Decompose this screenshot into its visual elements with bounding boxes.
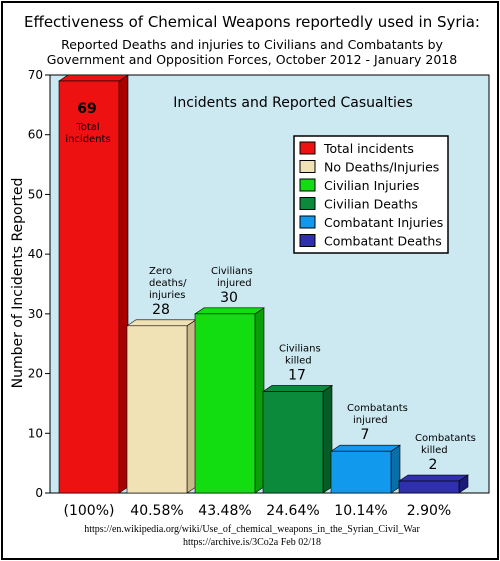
source-url-2: https://archive.is/3Co2a Feb 02/18: [182, 537, 322, 548]
y-tick-label: 30: [28, 307, 43, 321]
legend-swatch: [299, 234, 316, 247]
bar-2: [126, 319, 197, 494]
x-percent-label: 2.90%: [407, 503, 451, 519]
data-label: 2: [429, 457, 438, 473]
y-tick-label: 40: [28, 247, 43, 261]
legend-swatch: [299, 160, 316, 173]
bar-top-face: [330, 444, 401, 452]
bar-annotation: incidents: [65, 134, 110, 145]
y-tick-label: 10: [28, 426, 43, 440]
legend-label: Combatant Injuries: [324, 215, 443, 230]
y-tick-label: 70: [28, 68, 43, 82]
bar-annotation: Total: [75, 122, 99, 133]
x-percent-label: 10.14%: [334, 503, 387, 519]
bar-annotation: injured: [353, 415, 388, 426]
bar-annotation: Combatants: [347, 403, 408, 414]
bar-annotation: Civilians: [279, 343, 321, 354]
legend-label: Civilian Deaths: [324, 197, 418, 212]
bar-front-face: [398, 480, 460, 494]
bar-annotation: injuries: [149, 290, 185, 301]
chart-subtitle-line2: Government and Opposition Forces, Octobe…: [46, 52, 458, 67]
x-percent-label: 24.64%: [266, 503, 319, 519]
y-tick-label: 50: [28, 187, 43, 201]
x-percent-label: 40.58%: [130, 503, 183, 519]
legend-label: Civilian Injuries: [324, 178, 419, 193]
bar-5: [330, 444, 401, 494]
bar-side-face: [118, 74, 129, 494]
x-percent-label: (100%): [64, 503, 115, 519]
bar-annotation: killed: [285, 355, 312, 366]
bar-1: [58, 74, 129, 494]
legend-box: [293, 135, 449, 254]
data-label: 7: [361, 427, 370, 443]
y-tick-label: 60: [28, 128, 43, 142]
bar-annotation: Civilians: [211, 266, 253, 277]
legend-swatch: [299, 141, 316, 155]
legend-swatch: [299, 178, 316, 192]
bar-annotation: injured: [217, 278, 252, 289]
bar-side-face: [186, 319, 197, 494]
y-tick-label: 0: [35, 486, 43, 500]
bar-front-face: [262, 391, 324, 494]
bar-top-face: [194, 307, 265, 315]
source-url-1: https://en.wikipedia.org/wiki/Use_of_che…: [84, 524, 420, 535]
legend-label: Combatant Deaths: [324, 234, 442, 249]
bar-4: [262, 384, 333, 494]
bar-side-face: [322, 384, 333, 494]
y-axis-label: Number of Incidents Reported: [10, 178, 26, 389]
data-label: 17: [288, 367, 306, 383]
bar-front-face: [126, 325, 188, 494]
bar-front-face: [58, 80, 120, 494]
bar-side-face: [254, 307, 265, 494]
legend-label: Total incidents: [323, 141, 414, 156]
chart-subtitle-line1: Reported Deaths and injuries to Civilian…: [61, 37, 443, 52]
bar-top-face: [126, 319, 197, 327]
bar-annotation: Zero: [149, 266, 172, 277]
bar-side-face: [390, 444, 401, 494]
data-label: 28: [152, 302, 170, 318]
bar-6: [398, 474, 469, 494]
bar-front-face: [194, 313, 256, 494]
bar-top-face: [398, 474, 469, 482]
data-label: 69: [77, 101, 96, 117]
legend-swatch: [299, 197, 316, 210]
legend-swatch: [299, 215, 316, 229]
legend-label: No Deaths/Injuries: [324, 160, 439, 175]
y-tick-label: 20: [28, 367, 43, 381]
bar-3: [194, 307, 265, 494]
bar-annotation: Combatants: [415, 433, 476, 444]
bar-annotation: deaths/: [149, 278, 187, 289]
bar-front-face: [330, 450, 392, 494]
x-percent-label: 43.48%: [198, 503, 251, 519]
bar-top-face: [58, 74, 129, 82]
inner-chart-title: Incidents and Reported Casualties: [173, 95, 413, 111]
data-label: 30: [220, 290, 238, 306]
bar-annotation: killed: [421, 445, 448, 456]
chart-title: Effectiveness of Chemical Weapons report…: [24, 13, 480, 31]
bar-top-face: [262, 385, 333, 392]
